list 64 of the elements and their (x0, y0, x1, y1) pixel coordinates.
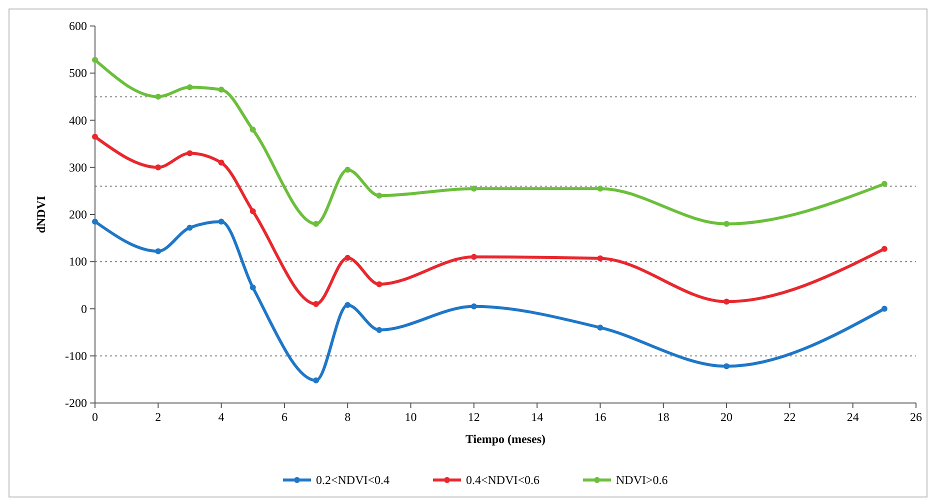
x-tick-label: 14 (531, 410, 544, 424)
x-tick-label: 22 (784, 410, 796, 424)
point (92, 134, 98, 140)
point (724, 220, 730, 227)
x-tick-label: 0 (92, 410, 98, 424)
point (155, 164, 162, 170)
point (376, 326, 382, 333)
x-tick-label: 10 (404, 410, 417, 424)
point (186, 150, 193, 156)
x-tick-label: 6 (281, 410, 288, 424)
point (250, 208, 256, 214)
point (881, 180, 888, 187)
point (881, 246, 888, 252)
point (376, 192, 382, 199)
y-tick-label: -200 (65, 396, 87, 410)
point (313, 377, 320, 384)
point (881, 306, 888, 312)
x-tick-label: 20 (720, 410, 733, 424)
point (313, 301, 320, 308)
x-tick-label: 16 (594, 410, 606, 424)
point (218, 86, 224, 93)
point (597, 186, 604, 192)
point (92, 218, 98, 225)
point (597, 255, 604, 262)
point (344, 254, 351, 261)
point (155, 94, 162, 100)
x-tick-label: 8 (344, 410, 351, 424)
point (218, 160, 224, 166)
y-tick-label: 100 (69, 254, 87, 269)
legend-label: 0.2<NDVI<0.4 (316, 473, 390, 487)
x-tick-label: 4 (218, 410, 224, 424)
y-tick-label: 0 (81, 302, 87, 316)
y-tick-label: 400 (69, 113, 87, 128)
point (250, 284, 256, 291)
point (724, 363, 730, 370)
point (344, 302, 351, 308)
point (92, 56, 98, 63)
x-tick-label: 18 (657, 410, 670, 424)
point (186, 224, 193, 231)
point (376, 281, 382, 288)
x-tick-label: 24 (846, 410, 859, 424)
point (724, 298, 730, 305)
point (155, 248, 162, 254)
y-tick-label: 200 (69, 208, 87, 222)
x-tick-label: 12 (468, 410, 480, 424)
point (344, 166, 351, 173)
y-tick-label: 300 (69, 160, 87, 174)
point (470, 303, 477, 310)
y-axis-title: dNDVI (34, 196, 48, 234)
point (218, 218, 224, 225)
y-tick-label: 600 (69, 19, 87, 33)
x-axis-title: Tiempo (meses) (465, 432, 546, 446)
point (250, 126, 256, 133)
y-tick-label: -100 (65, 348, 87, 363)
y-tick-label: 500 (69, 66, 87, 80)
point (313, 220, 320, 227)
x-tick-label: 2 (155, 410, 162, 424)
legend-label: NDVI>0.6 (616, 473, 668, 487)
point (597, 324, 604, 331)
x-tick-label: 26 (910, 410, 922, 424)
point (470, 254, 477, 260)
point (186, 84, 193, 90)
legend-label: 0.4<NDVI<0.6 (466, 473, 540, 487)
point (470, 186, 477, 192)
